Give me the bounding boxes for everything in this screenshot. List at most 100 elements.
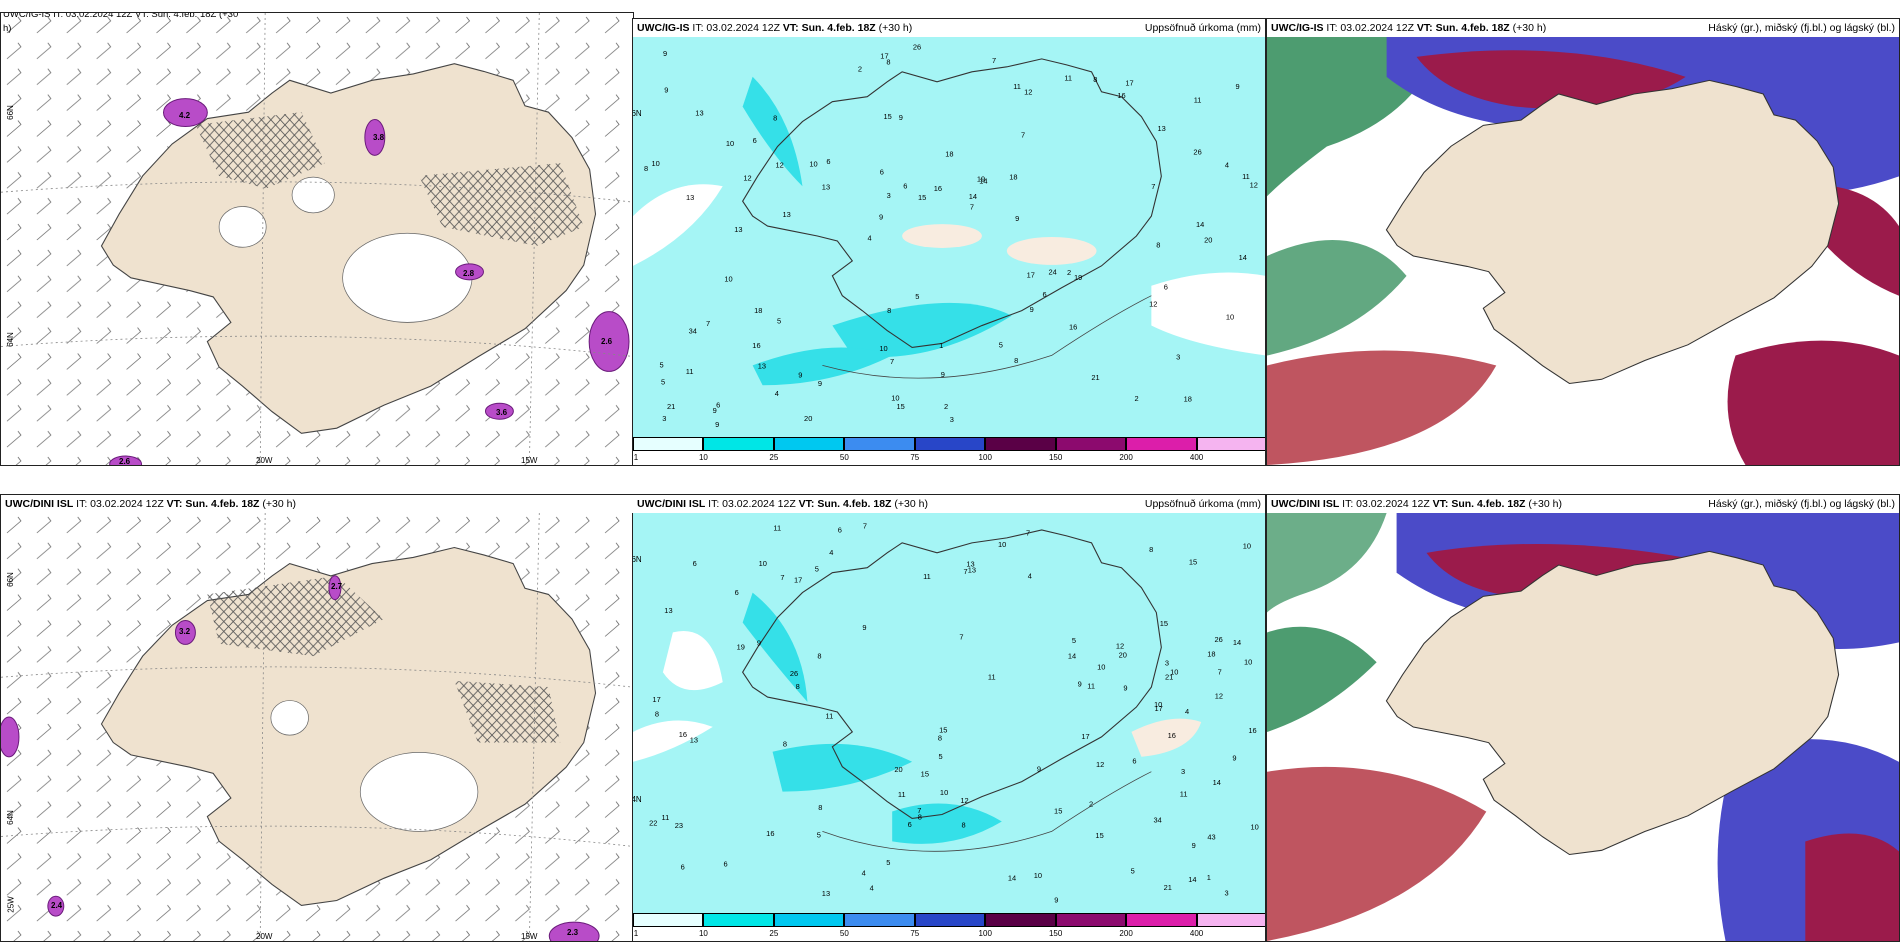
station-precip-value: 6 — [716, 400, 720, 409]
station-precip-value: 23 — [675, 821, 683, 830]
station-precip-value: 15 — [896, 402, 904, 411]
station-precip-value: 8 — [938, 734, 942, 743]
station-precip-value: 7 — [964, 567, 968, 576]
station-precip-value: 3 — [662, 414, 666, 423]
station-precip-value: 26 — [1193, 147, 1201, 156]
station-precip-value: 12 — [1149, 299, 1157, 308]
station-precip-value: 8 — [886, 57, 890, 66]
station-precip-value: 17 — [1081, 732, 1089, 741]
station-precip-value: 14 — [979, 177, 987, 186]
station-precip-value: 11 — [686, 367, 694, 376]
station-precip-value: 10 — [1170, 667, 1178, 676]
station-precip-value: 21 — [667, 402, 675, 411]
field-name: Uppsöfnuð úrkoma (mm) — [1144, 498, 1261, 510]
station-precip-value: 8 — [655, 709, 659, 718]
colorbar-tick-label: 75 — [910, 453, 920, 462]
colorbar-tick-label: 10 — [698, 929, 708, 938]
station-precip-value: 14 — [1196, 220, 1204, 229]
station-precip-value: 6 — [693, 559, 697, 568]
station-precip-value: 10 — [1034, 871, 1042, 880]
station-precip-value: 20 — [804, 414, 812, 423]
station-precip-value: 5 — [915, 292, 919, 301]
station-precip-value: 8 — [962, 821, 966, 830]
station-precip-value: 20 — [894, 765, 902, 774]
lat-label-66n: 66N — [5, 572, 15, 587]
precip-map: 18 13 11 4 7 6 15 18 7 6 5 13 9 14 19 13 8 12 17 26 9 10 3 8 11 5… — [633, 37, 1265, 437]
cloud-map — [1267, 37, 1899, 465]
precip-value: 3.2 — [179, 627, 191, 636]
station-precip-value: 7 — [890, 357, 894, 366]
valid-time: Sun. 4.feb. 18Z — [1451, 498, 1526, 510]
valid-time-label: VT: — [1416, 22, 1433, 34]
station-precip-value: 9 — [1054, 895, 1058, 904]
station-precip-value: 13 — [686, 193, 694, 202]
station-precip-value: 18 — [1009, 173, 1017, 182]
colorbar-tick-label: 25 — [769, 453, 779, 462]
panel-header: UWC/IG-IS IT: 03.02.2024 12Z VT: Sun. 4.… — [633, 19, 1265, 37]
station-precip-value: 5 — [817, 830, 821, 839]
colorbar-tick-label: 25 — [769, 929, 779, 938]
station-precip-value: 9 — [664, 85, 668, 94]
station-precip-value: 4 — [1185, 707, 1189, 716]
station-precip-value: 7 — [1021, 130, 1025, 139]
station-precip-value: 6 — [753, 136, 757, 145]
station-precip-value: 24 — [1048, 268, 1056, 277]
station-precip-value: 8 — [818, 803, 822, 812]
station-precip-value: 6 — [681, 862, 685, 871]
panel-header: UWC/IG-IS IT: 03.02.2024 12Z VT: Sun. 4.… — [1267, 19, 1899, 37]
lead-time: (+30 h) — [1512, 22, 1547, 34]
colorbar-swatch — [1055, 913, 1127, 927]
valid-time: Sun. 4.feb. 18Z — [1435, 22, 1510, 34]
station-precip-value: 5 — [777, 316, 781, 325]
station-precip-value: 2 — [1067, 268, 1071, 277]
station-precip-value: 7 — [917, 806, 921, 815]
station-precip-value: 15 — [1095, 831, 1103, 840]
wind-map — [1, 513, 633, 941]
model-name: UWC/IG-IS — [637, 22, 690, 34]
wind-map — [1, 13, 633, 465]
colorbar-swatch — [633, 913, 704, 927]
field-name: Uppsöfnuð úrkoma (mm) — [1144, 22, 1261, 34]
station-precip-value: 9 — [862, 623, 866, 632]
lon-label-25w: 25W — [6, 896, 16, 913]
station-precip-value: 16 — [679, 730, 687, 739]
station-precip-value: 7 — [1218, 667, 1222, 676]
station-precip-value: 4 — [867, 234, 871, 243]
colorbar-swatch — [844, 913, 915, 927]
station-precip-value: 2 — [1135, 394, 1139, 403]
lat-label-64n: 64N — [5, 810, 15, 825]
station-precip-value: 6 — [880, 167, 884, 176]
station-precip-value: 9 — [899, 113, 903, 122]
station-precip-value: 1 — [1207, 873, 1211, 882]
station-precip-value: 11 — [988, 672, 996, 681]
station-precip-value: 13 — [695, 109, 703, 118]
valid-time: Sun. 4.feb. 18Z — [801, 22, 876, 34]
station-precip-value: 2 — [1089, 800, 1093, 809]
precip-value: 2.6 — [119, 457, 131, 466]
station-precip-value: 20 — [1119, 650, 1127, 659]
station-precip-value: 19 — [977, 174, 985, 183]
precip-value: 2.3 — [567, 928, 579, 937]
station-precip-value: 4 — [1028, 572, 1032, 581]
station-precip-value: 18 — [945, 149, 953, 158]
station-precip-value: 8 — [1156, 241, 1160, 250]
station-precip-value: 17 — [1125, 79, 1133, 88]
station-precip-value: 15 — [1054, 806, 1062, 815]
station-precip-value: 4 — [775, 389, 779, 398]
wind-map-panel-bottom: UWC/DINI ISL IT: 03.02.2024 12Z VT: Sun.… — [0, 494, 634, 942]
precip-value: 2.4 — [51, 901, 63, 910]
colorbar-swatch — [1126, 913, 1197, 927]
valid-time: Sun. 4.feb. 18Z — [817, 498, 892, 510]
station-precip-value: 14 — [1068, 652, 1076, 661]
station-precip-value: 13 — [734, 225, 742, 234]
station-precip-value: 10 — [1226, 312, 1234, 321]
panel-header-cut-2: h) — [3, 23, 12, 34]
station-precip-value: 5 — [815, 565, 819, 574]
lon-label-20w: 20W — [256, 456, 273, 465]
precip-map-panel-top: UWC/IG-IS IT: 03.02.2024 12Z VT: Sun. 4.… — [632, 18, 1266, 466]
station-precip-value: 9 — [1235, 82, 1239, 91]
station-precip-value: 9 — [1123, 683, 1127, 692]
init-time: IT: 03.02.2024 12Z — [76, 498, 164, 510]
station-precip-value: 5 — [661, 378, 665, 387]
station-precip-value: 13 — [664, 606, 672, 615]
